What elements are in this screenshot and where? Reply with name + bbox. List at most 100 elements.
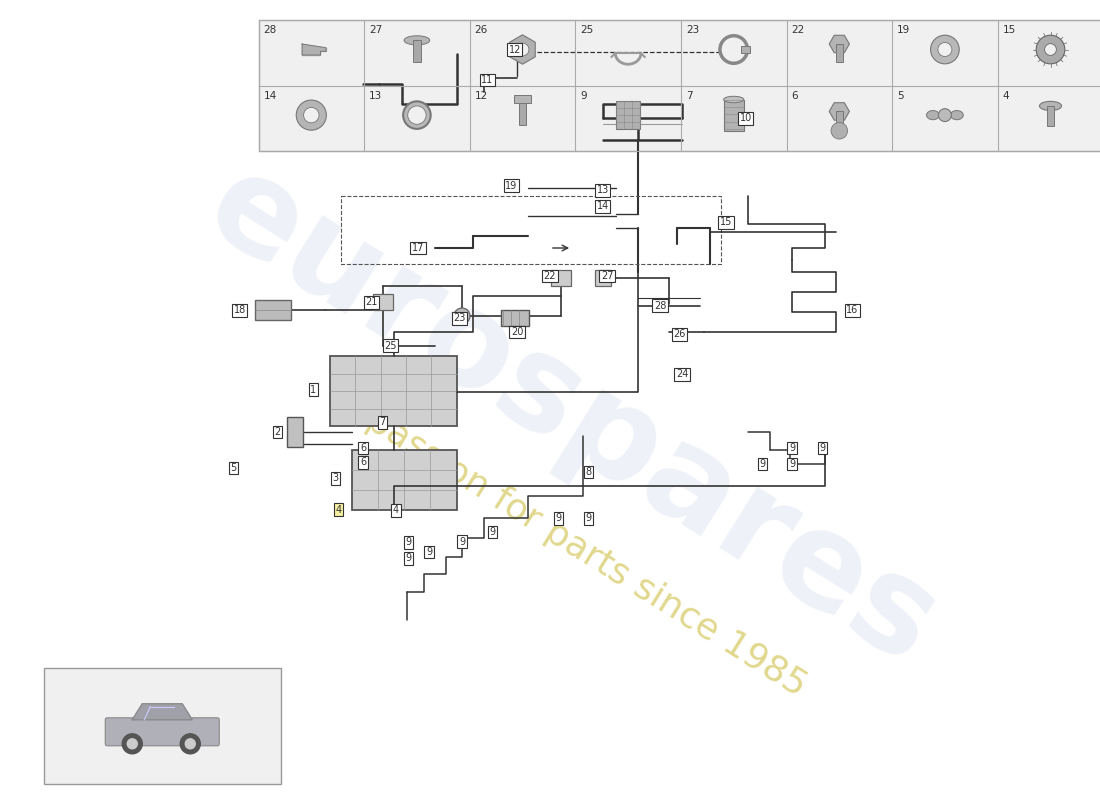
Text: 5: 5 — [230, 463, 236, 473]
Bar — [551, 270, 571, 286]
Text: 22: 22 — [792, 25, 805, 35]
Bar — [836, 111, 843, 130]
Circle shape — [938, 42, 952, 57]
Bar — [595, 270, 610, 286]
Text: 6: 6 — [360, 458, 366, 467]
Circle shape — [296, 100, 327, 130]
Text: 20: 20 — [510, 327, 524, 337]
Ellipse shape — [724, 96, 744, 102]
Circle shape — [180, 734, 200, 754]
Bar — [255, 301, 290, 321]
Text: 25: 25 — [581, 25, 594, 35]
Text: 12: 12 — [508, 45, 521, 54]
Circle shape — [938, 109, 952, 122]
Circle shape — [1045, 44, 1056, 55]
Text: 9: 9 — [405, 554, 411, 563]
Bar — [724, 99, 744, 130]
Circle shape — [304, 107, 319, 123]
Circle shape — [830, 122, 848, 139]
Text: 9: 9 — [556, 514, 562, 523]
FancyBboxPatch shape — [106, 718, 219, 746]
Circle shape — [931, 35, 959, 64]
Text: 28: 28 — [653, 301, 667, 310]
Text: 8: 8 — [585, 467, 592, 477]
Text: 9: 9 — [405, 538, 411, 547]
Text: 6: 6 — [792, 90, 799, 101]
Text: 6: 6 — [360, 443, 366, 453]
Circle shape — [454, 308, 470, 324]
Text: 26: 26 — [673, 330, 686, 339]
Bar — [287, 417, 303, 447]
Text: 27: 27 — [370, 25, 383, 35]
Text: 23: 23 — [453, 314, 466, 323]
Text: 14: 14 — [264, 90, 277, 101]
Bar — [373, 294, 393, 310]
Text: eurospares: eurospares — [185, 141, 959, 691]
Text: 24: 24 — [675, 370, 689, 379]
Text: 9: 9 — [459, 537, 465, 546]
Text: 9: 9 — [426, 547, 432, 557]
Text: 27: 27 — [601, 271, 614, 281]
Text: 25: 25 — [384, 341, 397, 350]
Ellipse shape — [950, 110, 964, 120]
Ellipse shape — [1040, 102, 1062, 110]
Text: 14: 14 — [596, 202, 609, 211]
Text: 10: 10 — [739, 114, 752, 123]
Bar — [514, 95, 531, 103]
Text: 9: 9 — [581, 90, 587, 101]
Text: 5: 5 — [898, 90, 904, 101]
Text: 21: 21 — [365, 298, 378, 307]
Circle shape — [408, 106, 426, 124]
Text: 15: 15 — [719, 218, 733, 227]
Text: 2: 2 — [274, 427, 280, 437]
Bar — [741, 46, 750, 53]
Bar — [414, 40, 420, 62]
Bar — [519, 103, 526, 126]
Bar — [616, 102, 640, 129]
Text: 23: 23 — [686, 25, 700, 35]
Polygon shape — [302, 44, 326, 55]
Text: 4: 4 — [336, 505, 342, 514]
Circle shape — [403, 102, 431, 129]
Text: 19: 19 — [898, 25, 911, 35]
Text: 19: 19 — [505, 181, 518, 190]
Text: 16: 16 — [846, 306, 859, 315]
Text: 13: 13 — [596, 186, 609, 195]
Text: 13: 13 — [370, 90, 383, 101]
Text: 9: 9 — [789, 443, 795, 453]
Circle shape — [516, 43, 529, 56]
Text: 28: 28 — [264, 25, 277, 35]
Text: 1: 1 — [310, 385, 317, 394]
Bar — [352, 450, 456, 510]
Text: 7: 7 — [379, 418, 386, 427]
Bar — [836, 44, 843, 62]
Circle shape — [1036, 35, 1065, 64]
Text: 26: 26 — [475, 25, 488, 35]
Text: 12: 12 — [475, 90, 488, 101]
Text: 4: 4 — [393, 506, 399, 515]
Bar — [1047, 106, 1054, 126]
Circle shape — [185, 739, 196, 749]
Text: 15: 15 — [1003, 25, 1016, 35]
Polygon shape — [132, 704, 192, 720]
Text: 11: 11 — [481, 75, 494, 85]
Text: 18: 18 — [233, 306, 246, 315]
Circle shape — [128, 739, 138, 749]
Text: 9: 9 — [820, 443, 826, 453]
Ellipse shape — [404, 36, 430, 45]
Text: 9: 9 — [585, 514, 592, 523]
Text: 17: 17 — [411, 243, 425, 253]
Text: 9: 9 — [789, 459, 795, 469]
Text: 9: 9 — [490, 527, 496, 537]
Text: 22: 22 — [543, 271, 557, 281]
Text: a passion for parts since 1985: a passion for parts since 1985 — [332, 385, 812, 703]
Text: 4: 4 — [1003, 90, 1010, 101]
Bar — [44, 668, 280, 784]
Circle shape — [122, 734, 142, 754]
Text: 3: 3 — [332, 474, 339, 483]
Text: 9: 9 — [759, 459, 766, 469]
Bar — [500, 310, 529, 326]
Ellipse shape — [926, 110, 939, 120]
Text: 7: 7 — [686, 90, 693, 101]
Bar — [258, 20, 1100, 151]
